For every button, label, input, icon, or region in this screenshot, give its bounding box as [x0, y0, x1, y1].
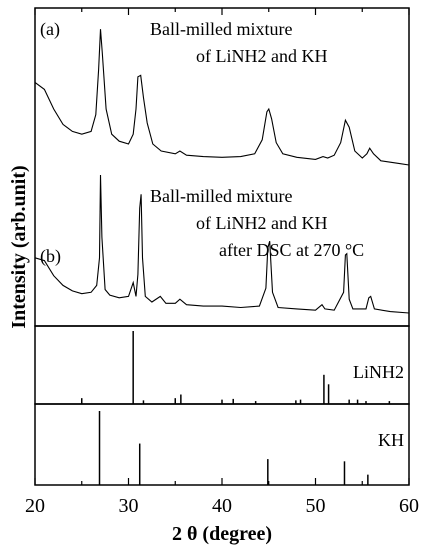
x-tick-label: 40 [212, 495, 232, 517]
linh2-reference-label: LiNH2 [353, 362, 404, 382]
x-tick-label: 50 [306, 495, 326, 517]
kh-panel-frame [34, 403, 410, 486]
kh-reference-label: KH [378, 430, 404, 450]
x-axis-title: 2 θ (degree) [172, 523, 272, 545]
y-axis-title: Intensity (arb.unit) [8, 165, 30, 328]
x-tick-label: 30 [119, 495, 139, 517]
linh2-reference-lines [81, 331, 391, 404]
x-tick-label: 60 [399, 495, 419, 517]
xrd-pattern-b-line [34, 174, 410, 314]
panel-a-annotation-line1: Ball-milled mixture [150, 19, 292, 39]
panel-b-annotation-line1: Ball-milled mixture [150, 186, 292, 206]
x-tick-label: 20 [25, 495, 45, 517]
panel-b-label: (b) [40, 246, 61, 267]
panel-a-label: (a) [40, 19, 60, 40]
x-axis-ticks: 20 30 40 50 60 [25, 8, 419, 517]
panel-a-annotation-line2: of LiNH2 and KH [196, 46, 327, 66]
panel-b-annotation-line2: of LiNH2 and KH [196, 213, 327, 233]
xrd-pattern-a-line [34, 29, 410, 166]
panel-b-annotation-line3: after DSC at 270 °C [219, 240, 364, 260]
kh-reference-lines [98, 411, 369, 485]
